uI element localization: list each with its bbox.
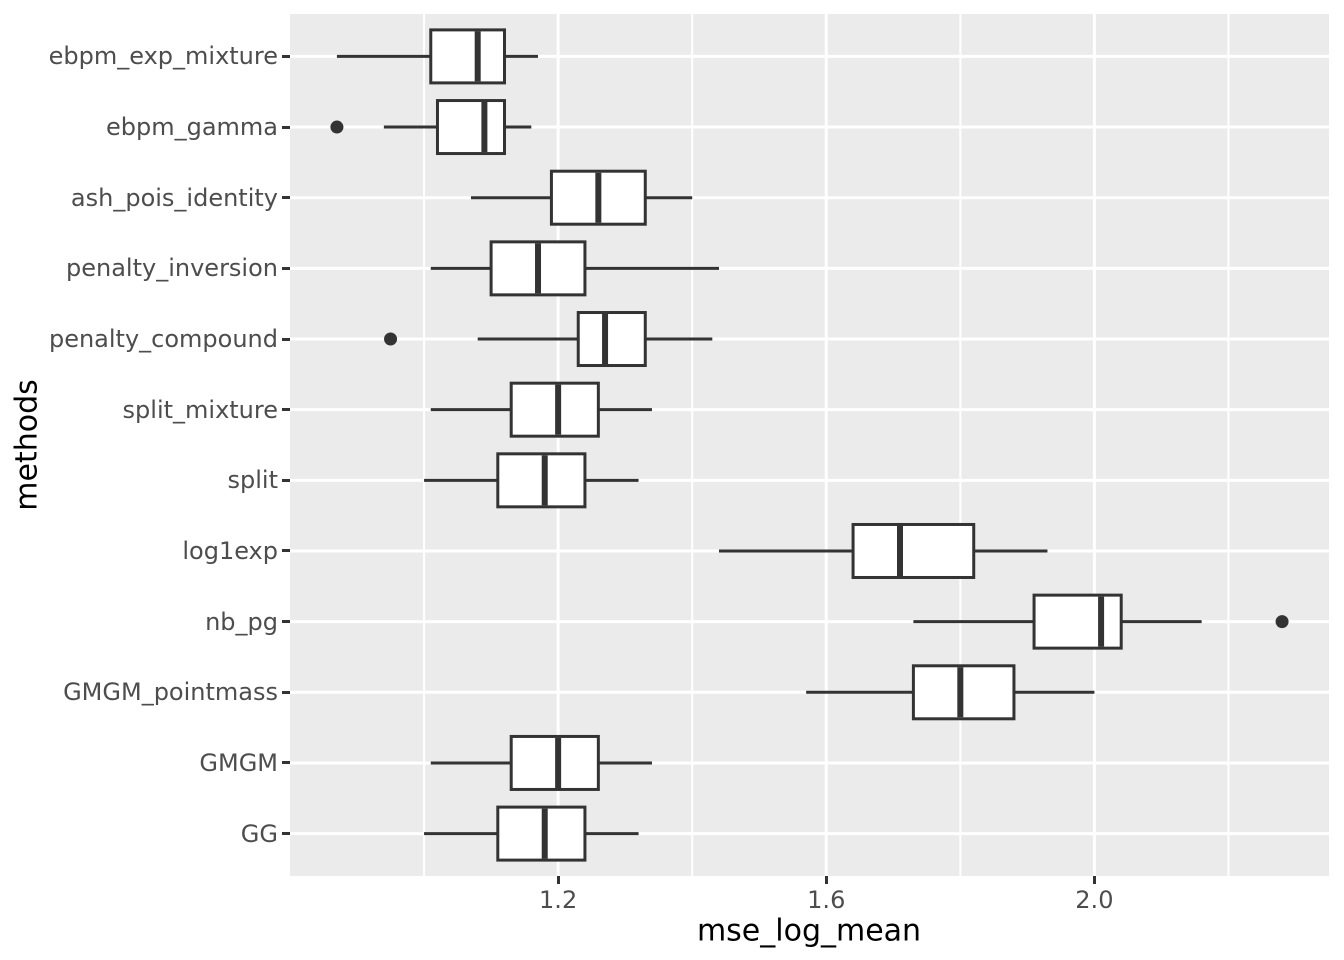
- y-tick-label: nb_pg: [205, 607, 278, 636]
- y-tick-label: GMGM_pointmass: [63, 678, 278, 707]
- y-tick-label: split_mixture: [122, 395, 278, 424]
- x-tick-label: 1.6: [807, 886, 846, 914]
- y-tick-mark: [282, 690, 290, 694]
- boxplot-svg: [290, 14, 1329, 876]
- y-tick-mark: [282, 125, 290, 129]
- y-tick-mark: [282, 54, 290, 58]
- y-tick-mark: [282, 478, 290, 482]
- box: [435, 99, 507, 156]
- box: [576, 311, 647, 368]
- box: [509, 734, 600, 791]
- x-tick-mark: [556, 876, 560, 884]
- box: [496, 452, 587, 509]
- box: [496, 805, 587, 862]
- y-tick-label: GG: [240, 819, 278, 848]
- y-tick-label: ebpm_gamma: [105, 113, 278, 142]
- x-tick-mark: [1092, 876, 1096, 884]
- y-tick-mark: [282, 620, 290, 624]
- y-tick-label: split: [227, 466, 278, 495]
- box: [1032, 593, 1123, 650]
- y-tick-label: penalty_inversion: [66, 254, 278, 283]
- x-tick-label: 1.2: [539, 886, 578, 914]
- y-tick-mark: [282, 549, 290, 553]
- y-tick-label: penalty_compound: [48, 325, 278, 354]
- y-tick-mark: [282, 832, 290, 836]
- y-tick-label: ebpm_exp_mixture: [48, 42, 278, 71]
- box: [429, 28, 507, 85]
- y-tick-mark: [282, 337, 290, 341]
- box: [509, 381, 600, 438]
- y-tick-mark: [282, 266, 290, 270]
- x-tick-mark: [824, 876, 828, 884]
- plot-panel: [290, 14, 1329, 876]
- x-axis-title: mse_log_mean: [696, 913, 922, 949]
- y-tick-mark: [282, 408, 290, 412]
- y-tick-mark: [282, 196, 290, 200]
- outlier-point: [384, 332, 398, 346]
- y-tick-label: log1exp: [182, 536, 278, 565]
- outlier-point: [330, 120, 344, 134]
- box: [911, 664, 1016, 721]
- y-axis-title: methods: [9, 379, 45, 511]
- y-tick-label: ash_pois_identity: [70, 183, 278, 212]
- y-tick-mark: [282, 761, 290, 765]
- outlier-point: [1275, 615, 1289, 629]
- x-tick-label: 2.0: [1075, 886, 1114, 914]
- box: [851, 522, 976, 579]
- y-tick-label: GMGM: [199, 748, 278, 777]
